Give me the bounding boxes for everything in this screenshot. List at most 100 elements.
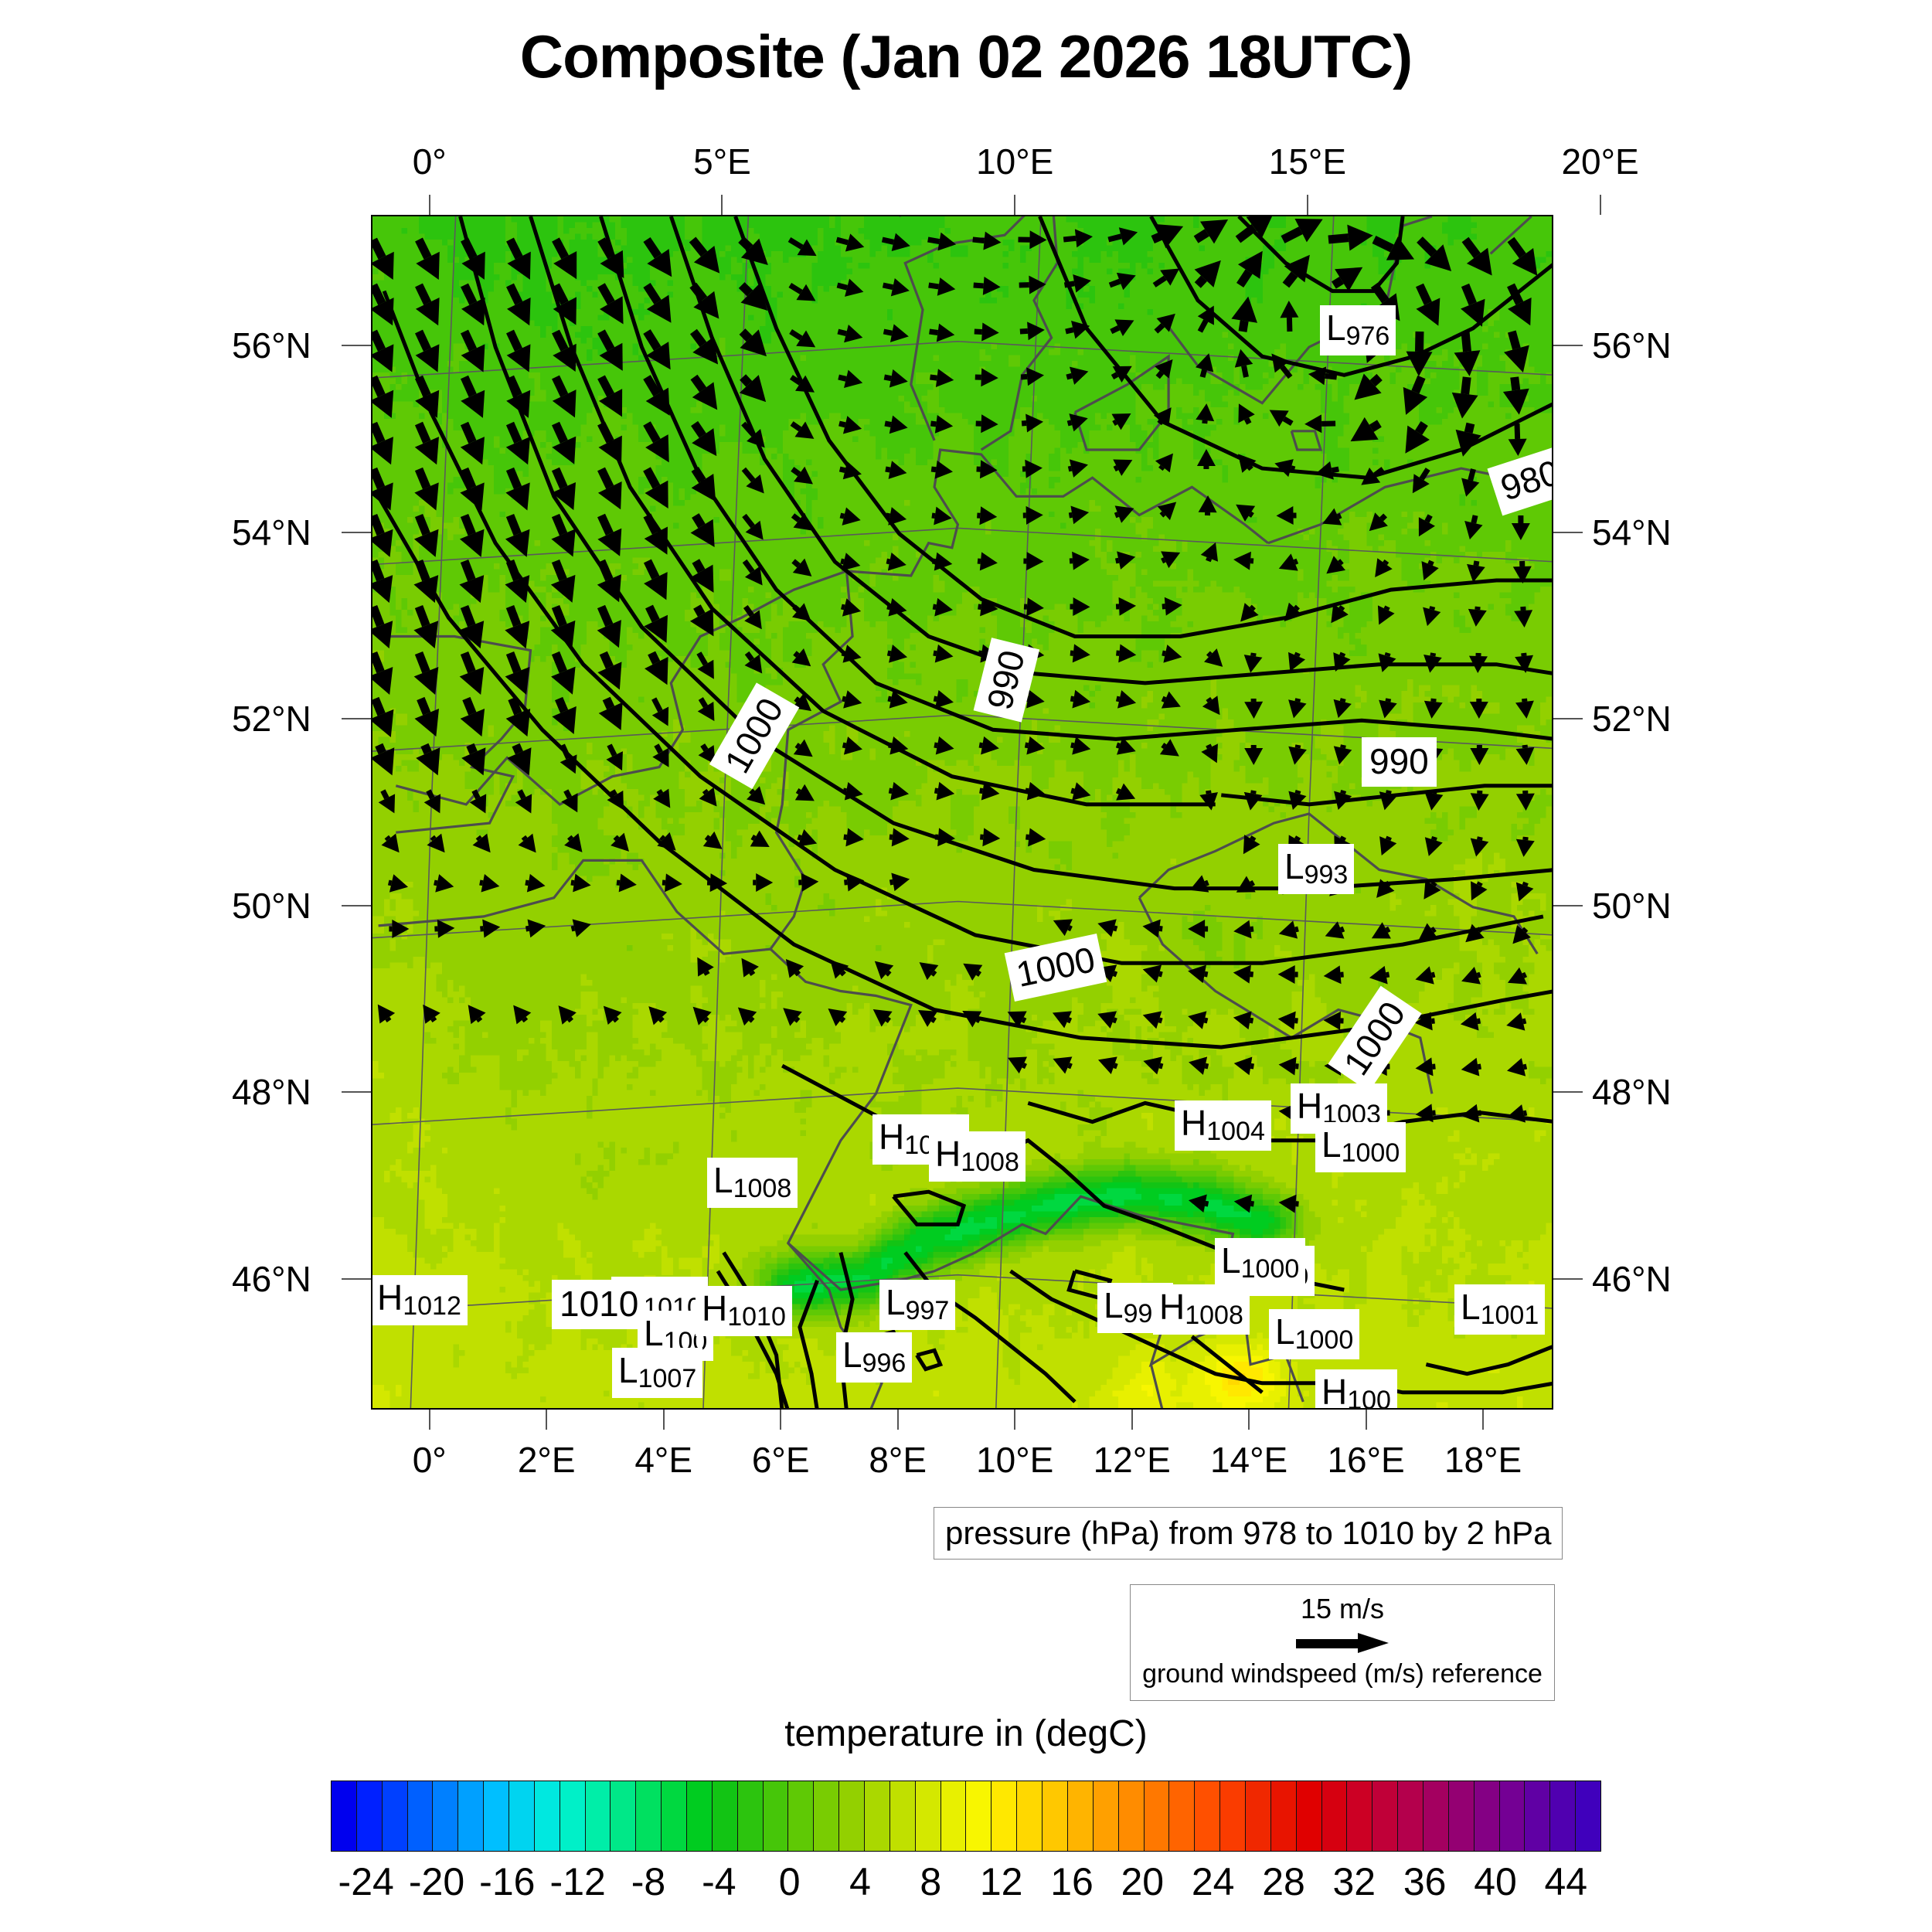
wind-arrow — [1277, 964, 1298, 985]
pressure-center-type: L — [1104, 1285, 1124, 1325]
colorbar-cell — [940, 1781, 967, 1851]
lon-tick-label-top: 20°E — [1561, 141, 1639, 182]
lon-tick-label-bottom: 18°E — [1444, 1440, 1522, 1480]
lat-tick-label-right: 54°N — [1592, 512, 1672, 553]
wind-arrow — [389, 919, 410, 939]
wind-arrow — [1115, 643, 1138, 665]
pressure-center-l: L1001 — [1454, 1284, 1546, 1335]
wind-arrow — [883, 459, 909, 482]
wind-arrow — [1243, 699, 1264, 719]
lon-tick-label-bottom: 14°E — [1209, 1440, 1288, 1480]
pressure-center-value: 1007 — [638, 1364, 697, 1393]
colorbar-cell — [865, 1781, 890, 1851]
colorbar-tick-label: 32 — [1332, 1860, 1376, 1903]
wind-arrow — [1196, 448, 1216, 470]
wind-arrow — [838, 551, 863, 575]
pressure-center-type: L — [1275, 1311, 1295, 1352]
pressure-center-type: L — [1321, 1124, 1342, 1165]
wind-arrow — [478, 872, 502, 896]
wind-arrow — [1114, 547, 1138, 570]
wind-arrow — [842, 827, 865, 849]
colorbar-tick-label: 24 — [1191, 1860, 1235, 1903]
wind-arrow — [1197, 495, 1217, 515]
wind-arrow — [1231, 1008, 1254, 1030]
wind-arrow — [883, 367, 910, 391]
colorbar-cell — [1043, 1781, 1068, 1851]
contour-label: 990 — [1362, 737, 1437, 787]
colorbar-cell — [382, 1781, 408, 1851]
wind-arrow — [888, 827, 910, 849]
wind-arrow — [1069, 735, 1093, 758]
wind-arrow — [841, 735, 865, 759]
lat-tick-label-right: 48°N — [1592, 1072, 1672, 1113]
pressure-center-l: L1000 — [1315, 1122, 1406, 1172]
wind-arrow — [839, 643, 864, 667]
wind-arrow — [1304, 413, 1336, 434]
wind-arrow — [977, 505, 998, 527]
colorbar-tick-label: 20 — [1121, 1860, 1165, 1903]
pressure-center-type: H — [702, 1288, 728, 1328]
page-title: Composite (Jan 02 2026 18UTC) — [519, 22, 1413, 90]
colorbar-cell — [433, 1781, 459, 1851]
pressure-center-l: L1000 — [1215, 1238, 1306, 1288]
wind-arrow — [972, 230, 1002, 252]
wind-arrow — [976, 459, 998, 480]
temperature-colorbar[interactable] — [331, 1781, 1601, 1852]
colorbar-cell — [1576, 1781, 1600, 1851]
colorbar-cell — [1474, 1781, 1500, 1851]
colorbar-tick-label: 12 — [979, 1860, 1023, 1903]
wind-arrow — [932, 689, 955, 712]
pressure-center-l: L1000 — [1269, 1309, 1360, 1359]
lat-tick-label-left: 48°N — [232, 1072, 311, 1113]
wind-arrow — [1067, 502, 1091, 525]
colorbar-cell — [1270, 1781, 1297, 1851]
wind-arrow — [1308, 364, 1338, 387]
wind-arrow — [1020, 366, 1046, 387]
pressure-center-type: L — [1284, 846, 1304, 886]
colorbar-cell — [1423, 1781, 1449, 1851]
wind-arrow — [1375, 697, 1398, 721]
colorbar-cell — [560, 1781, 586, 1851]
wind-arrow — [1187, 919, 1208, 939]
colorbar-wrap[interactable] — [331, 1781, 1601, 1852]
wind-arrow — [1515, 791, 1536, 811]
wind-arrow — [1405, 331, 1433, 377]
lon-tick-label-top: 5°E — [693, 141, 751, 182]
wind-arrow — [1469, 791, 1490, 811]
wind-arrow — [1024, 735, 1047, 758]
lat-tick-label-left: 50°N — [232, 885, 311, 926]
wind-arrow — [883, 413, 910, 437]
colorbar-tick-label: -12 — [549, 1860, 606, 1903]
lat-tick-label-right: 52°N — [1592, 699, 1672, 740]
lat-tick-label-left: 56°N — [232, 325, 311, 366]
wind-arrow — [1025, 827, 1047, 849]
wind-reference-legend: 15 m/s ground windspeed (m/s) reference — [1130, 1584, 1555, 1701]
wind-arrow — [1328, 222, 1375, 251]
colorbar-cell — [712, 1781, 738, 1851]
colorbar-cell — [1525, 1781, 1551, 1851]
pressure-center-h: H1003 — [1291, 1083, 1387, 1134]
pressure-center-l: L1008 — [707, 1158, 798, 1208]
colorbar-tick-label: 8 — [920, 1860, 942, 1903]
pressure-center-type: H — [1181, 1103, 1207, 1143]
wind-arrow — [885, 597, 909, 621]
wind-arrow — [975, 413, 999, 434]
wind-arrow — [1019, 320, 1046, 342]
pressure-center-value: 996 — [862, 1349, 906, 1378]
wind-arrow — [977, 597, 1000, 619]
wind-arrow — [1069, 550, 1090, 571]
colorbar-cell — [1118, 1781, 1145, 1851]
lon-tick-label-bottom: 4°E — [634, 1440, 693, 1480]
colorbar-tick-label: 0 — [778, 1860, 801, 1903]
wind-arrow — [1448, 376, 1478, 420]
wind-arrow — [973, 275, 1002, 297]
colorbar-cell — [1347, 1781, 1373, 1851]
wind-reference-value: 15 m/s — [1300, 1593, 1385, 1624]
map-plot-area[interactable]: L976L993H1007H1008L1008H1004H1003L1000L1… — [371, 215, 1553, 1410]
pressure-center-value: 1008 — [733, 1174, 792, 1203]
wind-arrow — [1070, 643, 1091, 665]
lon-tick-label-bottom: 12°E — [1093, 1440, 1171, 1480]
wind-arrow — [1240, 789, 1263, 812]
pressure-center-type: H — [879, 1117, 905, 1157]
pressure-center-value: 1008 — [961, 1148, 1019, 1177]
